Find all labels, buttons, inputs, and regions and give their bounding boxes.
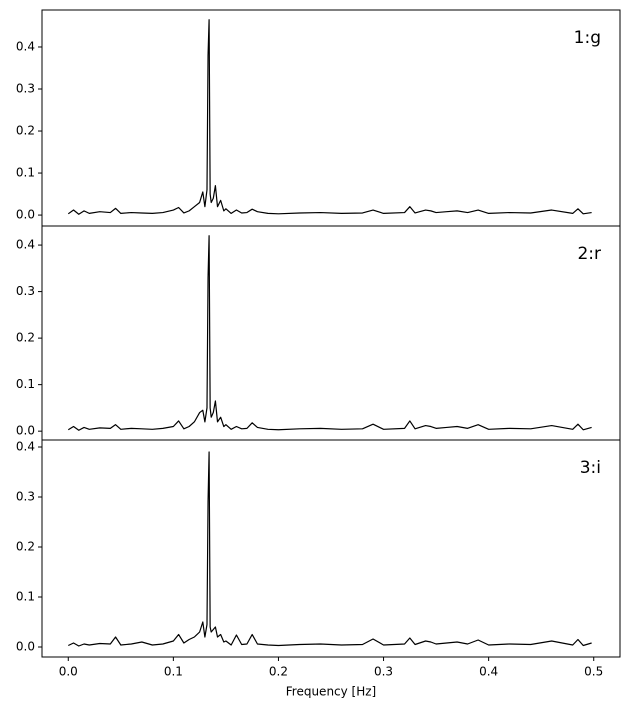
y-tick-label: 0.2 <box>16 540 35 554</box>
x-tick-label: 0.3 <box>374 665 393 679</box>
y-tick-label: 0.0 <box>16 424 35 438</box>
spectrum-line <box>67 235 592 431</box>
y-tick-label: 0.4 <box>16 440 35 454</box>
spectrum-line <box>68 451 592 647</box>
y-tick-label: 0.2 <box>16 331 35 345</box>
x-tick-label: 0.5 <box>584 665 603 679</box>
y-tick-label: 0.0 <box>16 640 35 654</box>
y-tick-label: 0.1 <box>16 590 35 604</box>
x-tick-label: 0.1 <box>164 665 183 679</box>
y-tick-label: 0.4 <box>16 39 35 53</box>
plot-frame <box>41 439 621 658</box>
y-tick-label: 0.3 <box>16 284 35 298</box>
x-tick-label: 0.4 <box>479 665 498 679</box>
annotation: 1:g <box>574 28 601 48</box>
y-tick-label: 0.3 <box>16 490 35 504</box>
annotation: 3:i <box>580 458 601 478</box>
annotation: 2:r <box>577 244 601 264</box>
y-tick-label: 0.2 <box>16 124 35 138</box>
y-tick-label: 0.0 <box>16 208 35 222</box>
x-tick-label: 0.2 <box>269 665 288 679</box>
x-axis-label: Frequency [Hz] <box>286 685 377 699</box>
y-tick-label: 0.1 <box>16 166 35 180</box>
plot-frame <box>41 225 621 441</box>
y-tick-label: 0.3 <box>16 82 35 96</box>
spectrum-line <box>67 19 592 215</box>
plot-frame <box>41 9 621 227</box>
x-tick-label: 0.0 <box>59 665 78 679</box>
y-tick-label: 0.4 <box>16 238 35 252</box>
y-tick-label: 0.1 <box>16 377 35 391</box>
